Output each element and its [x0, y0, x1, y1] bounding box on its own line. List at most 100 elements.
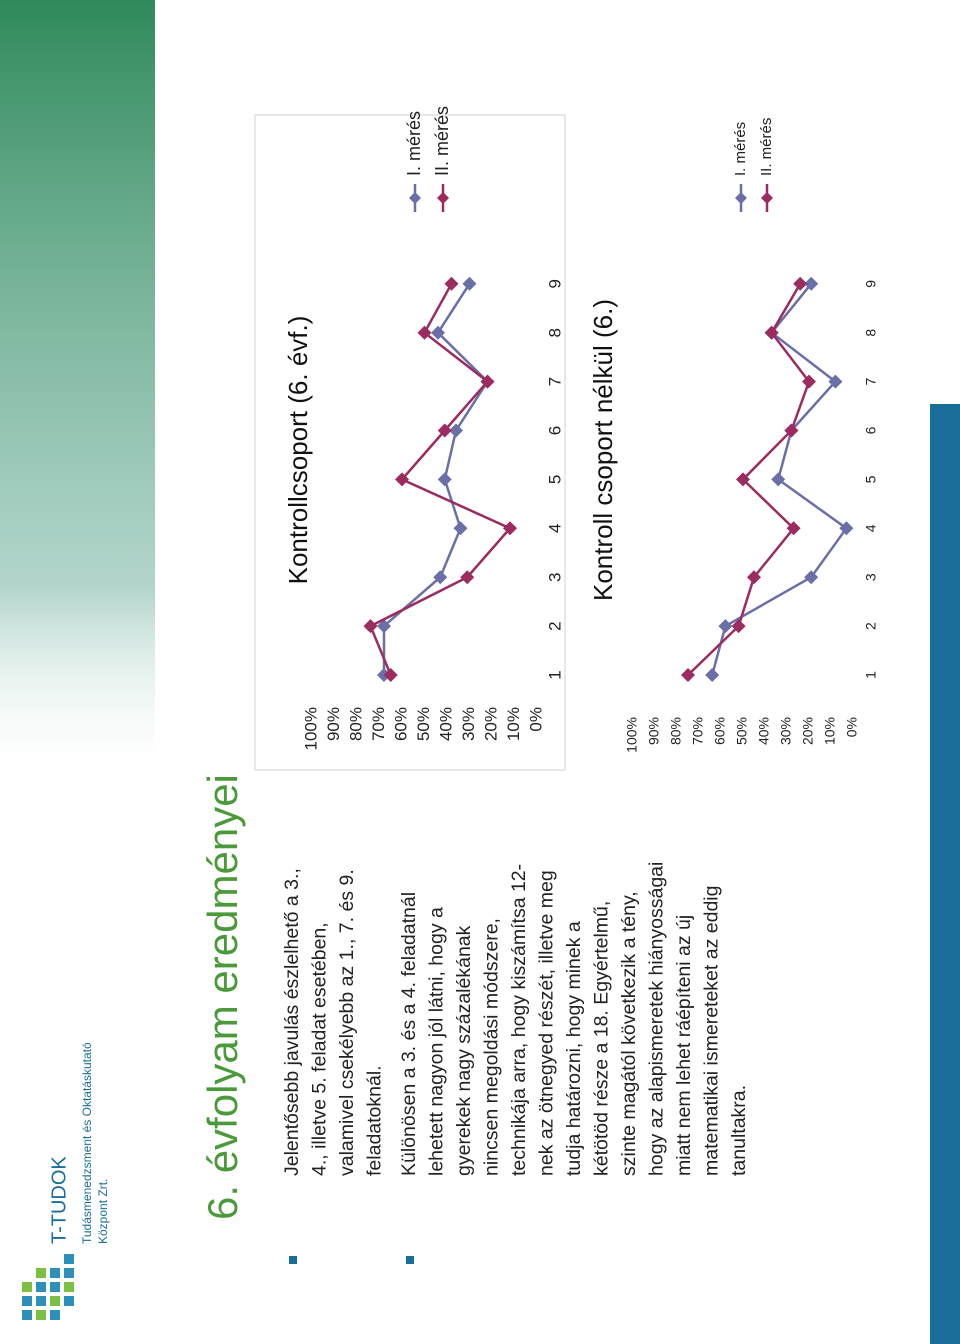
- logo-mosaic: [22, 1254, 74, 1320]
- x-tick-label: 7: [863, 377, 879, 385]
- y-tick-label: 70%: [369, 707, 388, 741]
- legend-label: II. mérés: [758, 118, 775, 176]
- logo-line: Tudásmenedzsment és Oktatáskutató: [80, 1042, 94, 1244]
- data-point: [802, 374, 816, 389]
- y-tick-label: 90%: [324, 707, 343, 741]
- bullet-text: 4., illetve 5. feladat esetében,: [309, 922, 331, 1176]
- data-point: [736, 472, 750, 487]
- bullet-marker: [289, 1256, 297, 1264]
- bullet-text: tanultakra.: [728, 1085, 750, 1176]
- data-point: [681, 668, 695, 682]
- x-tick-label: 6: [863, 426, 879, 434]
- data-point: [437, 423, 452, 438]
- y-tick-label: 30%: [778, 717, 794, 745]
- data-point: [804, 276, 819, 291]
- x-tick-label: 1: [545, 670, 564, 679]
- bullet-text: valamivel csekélyebb az 1., 7. és 9.: [336, 869, 358, 1176]
- data-point: [718, 619, 733, 634]
- bullet-text: Jelentősebb javulás észlelhető a 3.,: [281, 868, 303, 1176]
- x-tick-label: 9: [863, 280, 879, 288]
- logo-name: T-TUDOK: [48, 1156, 70, 1244]
- bullet-text: feladatoknál.: [364, 1065, 386, 1176]
- data-point: [395, 472, 409, 487]
- y-tick-label: 30%: [459, 707, 478, 741]
- data-point: [431, 325, 445, 340]
- data-point: [363, 619, 378, 634]
- x-tick-label: 3: [545, 572, 564, 581]
- legend-label: II. mérés: [432, 106, 452, 176]
- y-tick-label: 20%: [481, 707, 500, 741]
- y-tick-label: 40%: [756, 717, 772, 745]
- bullet-text: tudja határozni, hogy minek a: [563, 921, 585, 1176]
- data-point: [731, 619, 746, 634]
- x-tick-label: 4: [863, 524, 879, 532]
- side-strip: [930, 404, 960, 1344]
- data-point: [784, 423, 799, 438]
- y-tick-label: 60%: [391, 707, 410, 741]
- chart-title: Kontrollcsoport (6. évf.): [283, 316, 313, 585]
- y-tick-label: 0%: [844, 717, 860, 737]
- x-tick-label: 8: [863, 329, 879, 337]
- legend-marker: [761, 192, 773, 204]
- bullet-text: miatt nem lehet ráépíteni az új: [673, 915, 695, 1176]
- y-tick-label: 10%: [504, 707, 523, 741]
- y-tick-label: 20%: [800, 717, 816, 745]
- x-tick-label: 2: [863, 622, 879, 630]
- bullet-text: technikája arra, hogy kiszámítsa 12-: [508, 864, 530, 1176]
- logo-line: Központ Zrt.: [96, 1179, 110, 1244]
- data-point: [462, 276, 477, 291]
- data-point: [786, 521, 801, 536]
- legend-label: I. mérés: [732, 122, 749, 176]
- bullet-text: gyerekek nagy százalékának: [453, 925, 475, 1176]
- x-tick-label: 4: [545, 524, 564, 533]
- data-point: [793, 276, 808, 291]
- data-point: [417, 325, 432, 340]
- bullet-text: szinte magától következik a tény,: [618, 891, 640, 1176]
- y-tick-label: 0%: [526, 707, 545, 732]
- data-point: [480, 374, 495, 389]
- data-point: [828, 374, 843, 389]
- y-tick-label: 60%: [712, 717, 728, 745]
- data-point: [705, 668, 720, 682]
- y-tick-label: 100%: [624, 717, 640, 753]
- legend-marker: [735, 192, 747, 204]
- data-point: [460, 570, 475, 585]
- bullet-text: Különösen a 3. és a 4. feladatnál: [398, 892, 420, 1176]
- legend-label: I. mérés: [404, 111, 424, 176]
- x-tick-label: 2: [545, 621, 564, 630]
- bullet-text: nincsen megoldási módszere,: [481, 918, 503, 1176]
- data-point: [839, 521, 854, 536]
- data-point: [503, 521, 517, 536]
- data-point: [804, 570, 819, 585]
- y-tick-label: 80%: [668, 717, 684, 745]
- x-tick-label: 1: [863, 671, 879, 679]
- data-point: [437, 472, 452, 487]
- y-tick-label: 100%: [301, 707, 320, 750]
- y-tick-label: 40%: [436, 707, 455, 741]
- bullet-text: nek az ötnegyed részét, illetve meg: [536, 870, 558, 1176]
- x-tick-label: 3: [863, 573, 879, 581]
- x-tick-label: 7: [545, 377, 564, 386]
- y-tick-label: 50%: [734, 717, 750, 745]
- chart-frame: [254, 114, 566, 771]
- y-tick-label: 80%: [346, 707, 365, 741]
- slide-title: 6. évfolyam eredményei: [199, 774, 246, 1220]
- data-point: [444, 276, 459, 291]
- bullet-text: hogy az alapismeretek hiányosságai: [646, 862, 668, 1176]
- data-point: [771, 472, 786, 487]
- legend-marker: [409, 192, 421, 204]
- data-point: [453, 521, 468, 536]
- x-tick-label: 9: [545, 279, 564, 288]
- x-tick-label: 5: [863, 475, 879, 483]
- x-tick-label: 5: [545, 475, 564, 484]
- legend-marker: [437, 192, 449, 204]
- bullet-text: matematikai ismereteket az eddig: [701, 886, 723, 1176]
- bullet-marker: [406, 1256, 414, 1264]
- x-tick-label: 8: [545, 328, 564, 337]
- x-tick-label: 6: [545, 426, 564, 435]
- data-point: [433, 570, 448, 585]
- bullet-text: lehetett nagyon jól látni, hogy a: [426, 907, 448, 1176]
- photo-band: [0, 0, 155, 784]
